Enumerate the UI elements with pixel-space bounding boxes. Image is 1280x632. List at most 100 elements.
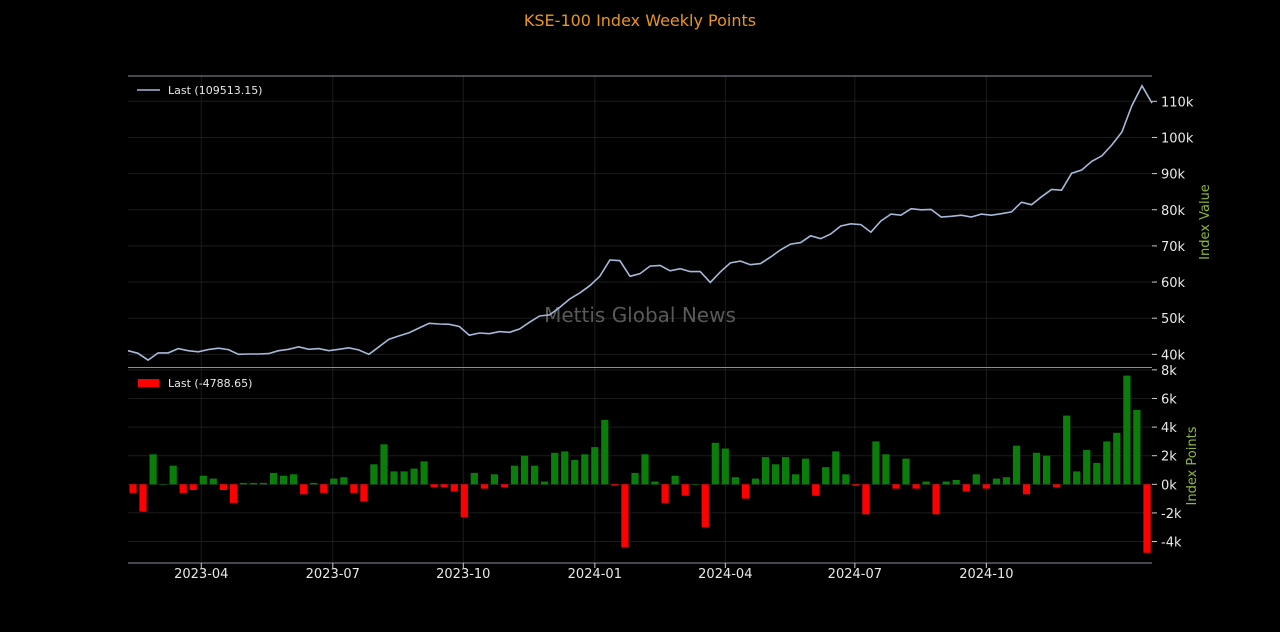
weekly-change-bar xyxy=(1032,452,1041,485)
weekly-change-bar xyxy=(1113,432,1121,485)
index-points-panel: -4k -2k 0k 2k 4k 6k 8k Last (-4788.65) Index P… xyxy=(128,364,1200,564)
weekly-change-bar xyxy=(862,484,870,515)
weekly-change-bar xyxy=(782,457,790,485)
weekly-change-bar xyxy=(932,484,940,515)
weekly-change-bar xyxy=(561,451,569,485)
weekly-change-bar xyxy=(1123,375,1131,485)
weekly-change-bar xyxy=(1143,484,1151,553)
weekly-change-bar xyxy=(340,477,348,485)
weekly-change-bar xyxy=(179,484,187,493)
weekly-change-bar xyxy=(601,419,609,485)
bottom-y-tick-label: 0k xyxy=(1161,478,1177,493)
weekly-change-bar xyxy=(1022,484,1031,495)
weekly-change-bar xyxy=(902,458,910,485)
weekly-change-bar xyxy=(350,484,358,493)
bottom-y-axis-label: Index Points xyxy=(1185,426,1200,505)
weekly-change-bar xyxy=(360,484,368,502)
weekly-change-bar xyxy=(701,484,709,528)
weekly-change-bar xyxy=(591,447,599,485)
weekly-change-bar xyxy=(651,481,659,485)
weekly-change-bar xyxy=(531,465,539,485)
x-tick-label: 2024-01 xyxy=(568,567,622,582)
weekly-change-bar xyxy=(812,484,820,496)
weekly-change-bars xyxy=(129,375,1151,553)
x-tick-label: 2023-07 xyxy=(306,567,360,582)
weekly-change-bar xyxy=(270,472,278,485)
weekly-change-bar xyxy=(711,442,719,485)
weekly-change-bar xyxy=(571,460,579,485)
weekly-change-bar xyxy=(1063,415,1071,485)
weekly-change-bar xyxy=(460,484,468,518)
bottom-gridlines xyxy=(128,369,1152,543)
weekly-change-bar xyxy=(390,471,398,485)
weekly-change-bar xyxy=(370,464,378,485)
top-y-tick-label: 50k xyxy=(1161,312,1186,327)
x-tick-label: 2023-04 xyxy=(174,567,228,582)
weekly-change-bar xyxy=(209,478,217,485)
bottom-legend-label: Last (-4788.65) xyxy=(168,377,252,390)
top-y-tick-label: 90k xyxy=(1161,168,1186,183)
weekly-change-bar xyxy=(872,441,880,485)
bottom-legend-swatch xyxy=(138,379,159,387)
weekly-change-bar xyxy=(280,475,288,485)
weekly-change-bar xyxy=(199,475,207,485)
weekly-change-bar xyxy=(982,484,990,489)
weekly-change-bar xyxy=(1083,450,1091,485)
weekly-change-bar xyxy=(1053,484,1061,488)
watermark: Mettis Global News xyxy=(544,303,736,327)
weekly-change-bar xyxy=(510,465,519,485)
weekly-change-bar xyxy=(771,464,780,485)
weekly-change-bar xyxy=(1093,462,1101,485)
weekly-change-bar xyxy=(259,482,268,485)
weekly-change-bar xyxy=(822,467,830,485)
weekly-change-bar xyxy=(300,484,308,495)
weekly-change-bar xyxy=(882,454,890,485)
weekly-change-bar xyxy=(129,484,137,493)
weekly-change-bar xyxy=(802,458,810,485)
weekly-change-bar xyxy=(139,484,147,512)
weekly-change-bar xyxy=(440,484,448,488)
weekly-change-bar xyxy=(581,454,589,485)
bottom-y-tick-label: -2k xyxy=(1161,507,1182,522)
weekly-change-bar xyxy=(761,457,770,485)
weekly-change-bar xyxy=(832,451,840,485)
weekly-change-bar xyxy=(1133,409,1141,485)
weekly-change-bar xyxy=(1002,477,1010,485)
top-y-tick-label: 40k xyxy=(1161,348,1186,363)
weekly-change-bar xyxy=(330,478,338,485)
top-y-tick-label: 80k xyxy=(1161,204,1186,219)
weekly-change-bar xyxy=(912,484,920,489)
weekly-change-bar xyxy=(310,482,318,485)
weekly-change-bar xyxy=(852,484,860,486)
weekly-change-bar xyxy=(842,474,850,485)
x-axis: 2023-04 2023-07 2023-10 2024-01 2024-04 2024-… xyxy=(174,563,1014,582)
chart-title: KSE-100 Index Weekly Points xyxy=(524,11,756,30)
weekly-change-bar xyxy=(380,444,388,485)
bottom-legend: Last (-4788.65) xyxy=(138,377,252,390)
weekly-change-bar xyxy=(189,484,197,490)
bottom-y-tick-label: 4k xyxy=(1161,421,1177,436)
weekly-change-bar xyxy=(1073,471,1081,485)
top-y-tick-label: 100k xyxy=(1161,131,1194,146)
top-y-tick-label: 60k xyxy=(1161,276,1186,291)
x-tick-label: 2024-04 xyxy=(698,567,752,582)
weekly-change-bar xyxy=(972,474,980,485)
weekly-change-bar xyxy=(470,472,478,485)
weekly-change-bar xyxy=(400,471,408,485)
weekly-change-bar xyxy=(631,472,639,485)
weekly-change-bar xyxy=(490,474,498,485)
top-y-tick-label: 110k xyxy=(1161,95,1194,110)
weekly-change-bar xyxy=(480,484,488,489)
top-y-tick-label: 70k xyxy=(1161,240,1186,255)
weekly-change-bar xyxy=(450,484,458,492)
weekly-change-bar xyxy=(942,481,950,485)
index-value-panel: Mettis Global News 40k 50k 60k 70k 80k 90k 100… xyxy=(127,75,1213,563)
weekly-change-bar xyxy=(792,474,800,485)
weekly-change-bar xyxy=(410,468,418,485)
bottom-y-tick-label: -4k xyxy=(1161,536,1182,551)
weekly-change-bar xyxy=(1012,445,1021,485)
weekly-change-bar xyxy=(229,484,237,503)
weekly-change-bar xyxy=(741,484,749,499)
weekly-change-bar xyxy=(159,484,167,485)
